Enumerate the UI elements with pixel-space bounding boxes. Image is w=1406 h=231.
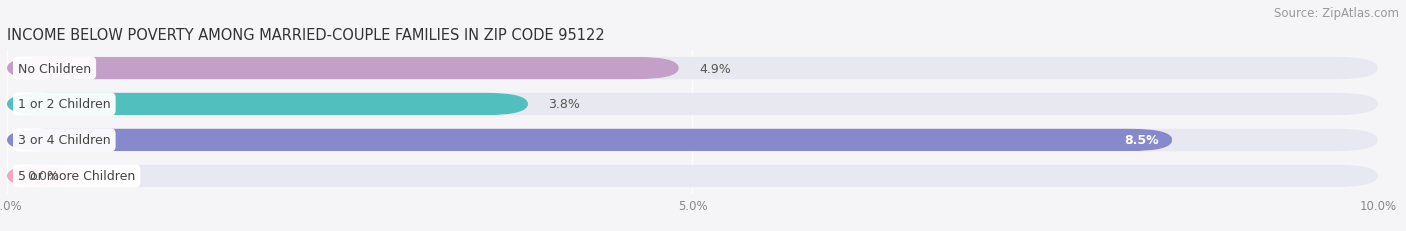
FancyBboxPatch shape: [7, 165, 76, 187]
Text: 1 or 2 Children: 1 or 2 Children: [18, 98, 111, 111]
FancyBboxPatch shape: [7, 165, 1378, 187]
Text: No Children: No Children: [18, 62, 91, 75]
FancyBboxPatch shape: [7, 129, 1173, 152]
FancyBboxPatch shape: [7, 93, 1378, 116]
FancyBboxPatch shape: [7, 129, 1378, 152]
FancyBboxPatch shape: [7, 93, 529, 116]
Text: 5 or more Children: 5 or more Children: [18, 170, 135, 183]
Text: 3 or 4 Children: 3 or 4 Children: [18, 134, 111, 147]
FancyBboxPatch shape: [7, 58, 1378, 80]
Text: INCOME BELOW POVERTY AMONG MARRIED-COUPLE FAMILIES IN ZIP CODE 95122: INCOME BELOW POVERTY AMONG MARRIED-COUPL…: [7, 28, 605, 43]
FancyBboxPatch shape: [7, 58, 679, 80]
Text: 0.0%: 0.0%: [28, 170, 59, 183]
Text: 8.5%: 8.5%: [1123, 134, 1159, 147]
Text: 4.9%: 4.9%: [699, 62, 731, 75]
Text: 3.8%: 3.8%: [548, 98, 581, 111]
Text: Source: ZipAtlas.com: Source: ZipAtlas.com: [1274, 7, 1399, 20]
